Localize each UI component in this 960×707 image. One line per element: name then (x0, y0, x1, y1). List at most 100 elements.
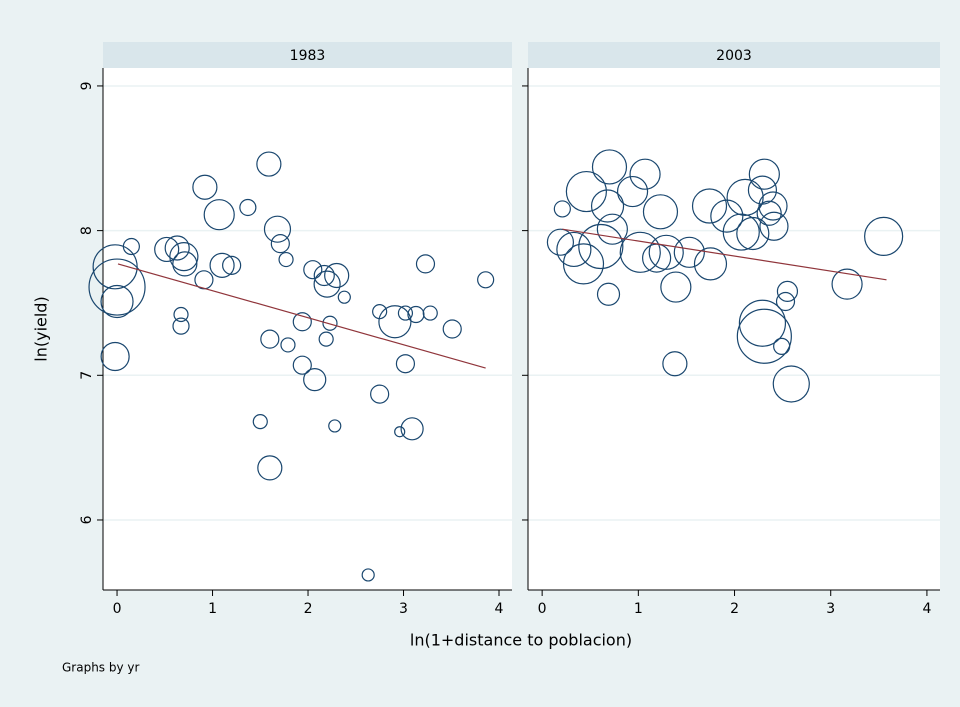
bubble (257, 455, 283, 481)
bubble (192, 174, 218, 200)
x-tick-label: 4 (495, 601, 504, 617)
bubble (415, 254, 436, 274)
x-tick-label: 1 (634, 601, 643, 617)
bubble (270, 234, 290, 254)
bubble (616, 175, 649, 208)
bubble (556, 231, 592, 268)
bubble (256, 151, 282, 177)
bubble (378, 305, 412, 339)
bubble (864, 216, 904, 257)
x-tick-label: 3 (399, 601, 408, 617)
bubble (736, 308, 792, 364)
x-tick-label: 0 (538, 601, 547, 617)
bubble (361, 568, 375, 582)
bubble (691, 188, 728, 224)
bubble (400, 417, 424, 441)
bubble (776, 280, 799, 302)
x-tick-label: 0 (113, 601, 122, 617)
bubble (775, 291, 796, 312)
bubble (92, 244, 138, 290)
bubble (322, 315, 338, 331)
bubble (442, 319, 462, 339)
bubble (203, 199, 235, 231)
bubble (722, 213, 760, 251)
bubble (591, 149, 628, 185)
panel-header (103, 42, 512, 68)
panel-title: 2003 (716, 48, 752, 64)
bubble (100, 284, 134, 319)
bubble (578, 223, 624, 270)
bubble (313, 270, 341, 298)
bubble (648, 234, 684, 270)
bubble (394, 426, 406, 438)
bubble (546, 228, 575, 256)
bubble (562, 243, 605, 285)
bubble (395, 354, 416, 374)
bubble (260, 329, 280, 349)
panel-header (528, 42, 940, 68)
bubble (154, 236, 180, 263)
bubble (313, 264, 335, 287)
y-tick-label: 8 (79, 226, 95, 235)
bubble (662, 351, 688, 377)
bubble (773, 337, 791, 355)
bubble (590, 189, 625, 223)
bubble (318, 331, 334, 347)
bubble (422, 305, 438, 321)
y-axis-label: ln(yield) (32, 296, 51, 361)
bubble (324, 262, 350, 289)
bubble (169, 242, 199, 272)
bubble (172, 251, 198, 277)
bubble (673, 236, 705, 268)
x-tick-label: 2 (730, 601, 739, 617)
bubble (693, 247, 728, 281)
note: Graphs by yr (62, 661, 140, 675)
bubble (758, 191, 788, 221)
x-tick-label: 4 (922, 601, 931, 617)
x-axis-label: ln(1+distance to poblacion) (410, 631, 632, 650)
bubble (337, 290, 351, 304)
bubble (660, 271, 692, 303)
bubble (328, 419, 342, 433)
bubble (303, 260, 323, 280)
bubble (642, 194, 679, 230)
x-tick-label: 1 (208, 601, 217, 617)
x-tick-label: 3 (826, 601, 835, 617)
bubble (565, 170, 607, 213)
x-tick-label: 2 (304, 601, 313, 617)
bubble (100, 341, 130, 372)
y-tick-label: 9 (79, 81, 95, 90)
bubble (619, 231, 661, 273)
bubble (252, 413, 268, 430)
bubble (756, 200, 782, 226)
bubble (397, 305, 414, 321)
bubble (88, 258, 146, 316)
bubble (629, 158, 661, 190)
y-tick-label: 7 (79, 371, 95, 380)
bubble (278, 251, 294, 268)
bubble (596, 282, 621, 306)
bubble (370, 384, 390, 404)
bubble (477, 271, 495, 289)
bubble (292, 355, 312, 375)
bubble (759, 211, 789, 241)
bubble (263, 215, 292, 243)
bubble (772, 365, 810, 403)
bubble (553, 200, 571, 218)
bubble (209, 252, 235, 278)
panel-title: 1983 (290, 48, 326, 64)
bubble (122, 237, 140, 256)
bubble (222, 255, 242, 275)
fit-line (562, 228, 887, 281)
bubble (292, 312, 312, 332)
bubble (280, 337, 296, 353)
bubble (831, 268, 863, 300)
bubble (173, 306, 189, 323)
bubble (748, 158, 780, 190)
bubble (164, 235, 190, 261)
bubble (747, 175, 778, 205)
bubble (726, 178, 764, 216)
plot-area (528, 68, 940, 590)
